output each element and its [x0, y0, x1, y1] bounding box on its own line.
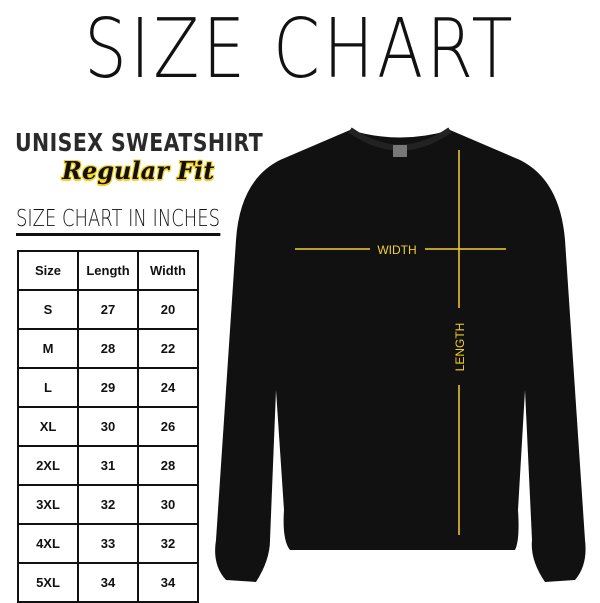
cell-length: 27: [77, 289, 139, 330]
header-width: Width: [137, 250, 199, 291]
chart-heading: SIZE CHART IN INCHES: [16, 206, 220, 236]
table-row: XL 30 26: [17, 406, 199, 447]
cell-width: 22: [137, 328, 199, 369]
cell-width: 20: [137, 289, 199, 330]
cell-width: 34: [137, 562, 199, 603]
cell-width: 32: [137, 523, 199, 564]
cell-size: L: [17, 367, 79, 408]
header-length: Length: [77, 250, 139, 291]
table-row: M 28 22: [17, 328, 199, 369]
page-title: SIZE CHART: [84, 2, 516, 97]
sweatshirt-body: [215, 130, 586, 582]
table-row: 2XL 31 28: [17, 445, 199, 486]
table-header-row: Size Length Width: [17, 250, 199, 291]
cell-size: 5XL: [17, 562, 79, 603]
cell-length: 34: [77, 562, 139, 603]
table-row: 4XL 33 32: [17, 523, 199, 564]
sweatshirt-image: WIDTH LENGTH: [215, 127, 586, 582]
cell-length: 28: [77, 328, 139, 369]
cell-width: 24: [137, 367, 199, 408]
cell-width: 30: [137, 484, 199, 525]
cell-width: 28: [137, 445, 199, 486]
cell-length: 29: [77, 367, 139, 408]
table-row: 3XL 32 30: [17, 484, 199, 525]
neck-label: [393, 145, 407, 157]
size-table: Size Length Width S 27 20 M 28 22 L 29 24 XL 30 26 2…: [17, 250, 199, 603]
cell-size: M: [17, 328, 79, 369]
measure-lines: [295, 150, 506, 535]
product-name: UNISEX SWEATSHIRT: [15, 128, 264, 157]
cell-length: 32: [77, 484, 139, 525]
cell-length: 33: [77, 523, 139, 564]
width-label: WIDTH: [377, 243, 416, 257]
table-row: L 29 24: [17, 367, 199, 408]
header-size: Size: [17, 250, 79, 291]
cell-size: 2XL: [17, 445, 79, 486]
cell-size: 4XL: [17, 523, 79, 564]
table-row: 5XL 34 34: [17, 562, 199, 603]
cell-length: 30: [77, 406, 139, 447]
cell-size: XL: [17, 406, 79, 447]
table-row: S 27 20: [17, 289, 199, 330]
cell-size: 3XL: [17, 484, 79, 525]
cell-size: S: [17, 289, 79, 330]
cell-length: 31: [77, 445, 139, 486]
fit-label: Regular Fit: [62, 156, 215, 185]
length-label: LENGTH: [453, 323, 467, 372]
cell-width: 26: [137, 406, 199, 447]
